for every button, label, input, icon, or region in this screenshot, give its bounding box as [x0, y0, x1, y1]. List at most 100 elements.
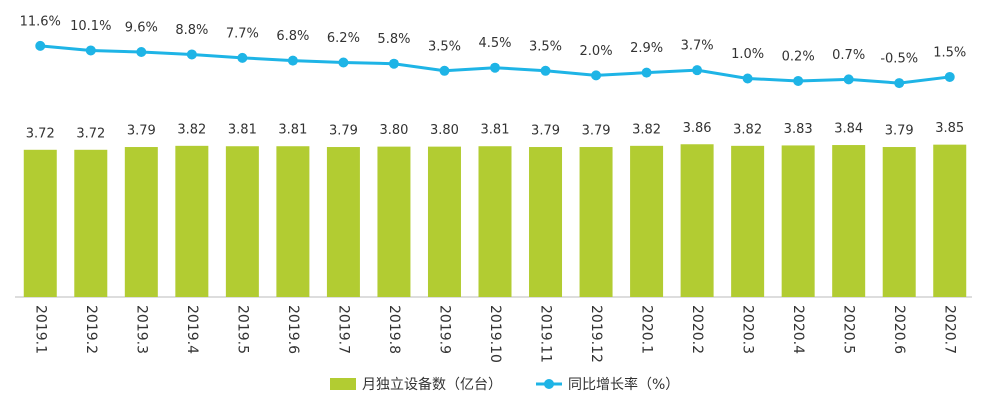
- bar: [23, 149, 57, 297]
- bar: [630, 145, 664, 297]
- x-tick-label: 2019.6: [285, 305, 301, 354]
- x-tick-label: 2019.1: [32, 305, 48, 354]
- line-point: [136, 47, 147, 58]
- line-value-label: 6.2%: [327, 31, 360, 46]
- line-value-label: 0.7%: [832, 48, 865, 63]
- bar: [427, 146, 461, 297]
- bar: [124, 147, 158, 297]
- line-value-label: 3.5%: [428, 39, 461, 54]
- line-point: [894, 78, 905, 89]
- bar: [882, 147, 916, 297]
- x-tick-label: 2020.5: [841, 305, 857, 354]
- x-tick-label: 2019.10: [487, 305, 503, 363]
- bar: [832, 145, 866, 297]
- bar: [579, 147, 613, 297]
- line-point: [388, 58, 399, 69]
- line-point: [439, 65, 450, 76]
- bar-value-label: 3.84: [834, 122, 863, 137]
- bar: [326, 147, 360, 297]
- bar-value-label: 3.86: [683, 121, 712, 136]
- line-point: [237, 52, 248, 63]
- bar-value-label: 3.79: [127, 124, 156, 139]
- line-value-label: -0.5%: [880, 52, 918, 67]
- x-tick-label: 2020.1: [639, 305, 655, 354]
- line-point: [793, 75, 804, 86]
- x-tick-label: 2019.9: [436, 305, 452, 354]
- bar-value-label: 3.81: [278, 123, 307, 138]
- bar: [175, 145, 209, 297]
- line-value-label: 3.5%: [529, 39, 562, 54]
- line-value-label: 0.2%: [782, 49, 815, 64]
- bar: [276, 146, 310, 297]
- x-tick-label: 2019.7: [335, 305, 351, 354]
- bar: [781, 145, 815, 297]
- bar-value-label: 3.81: [228, 123, 257, 138]
- x-tick-label: 2020.4: [790, 305, 806, 354]
- line-point: [490, 62, 500, 73]
- bar: [680, 144, 714, 297]
- x-tick-label: 2019.11: [538, 305, 554, 363]
- bar: [377, 146, 411, 297]
- bar-value-label: 3.83: [784, 122, 813, 137]
- legend-label: 同比增长率（%）: [568, 376, 679, 393]
- line-value-label: 6.8%: [276, 29, 309, 44]
- bar: [731, 145, 765, 297]
- bar-value-label: 3.85: [935, 121, 964, 136]
- line-point: [692, 65, 703, 76]
- line-point: [843, 74, 854, 85]
- line-value-label: 2.9%: [630, 41, 663, 56]
- bar-value-label: 3.80: [379, 123, 408, 138]
- line-point: [338, 57, 349, 68]
- line-value-label: 10.1%: [70, 19, 111, 34]
- x-tick-label: 2020.2: [689, 305, 705, 354]
- bar-value-label: 3.79: [582, 124, 611, 139]
- legend-label: 月独立设备数（亿台）: [362, 376, 502, 393]
- bar: [529, 147, 563, 297]
- legend-swatch: [544, 379, 554, 389]
- line-point: [944, 71, 955, 82]
- line-point: [591, 70, 602, 81]
- bar-value-label: 3.82: [177, 122, 206, 137]
- bar-value-label: 3.72: [76, 126, 105, 141]
- line-point: [35, 40, 46, 51]
- bar-value-label: 3.79: [329, 124, 358, 139]
- line-point: [742, 73, 753, 84]
- x-tick-label: 2019.8: [386, 305, 402, 354]
- line-point: [641, 67, 652, 78]
- line-value-label: 1.5%: [933, 45, 966, 60]
- x-tick-label: 2020.6: [891, 305, 907, 354]
- bar-value-label: 3.82: [632, 122, 661, 137]
- x-tick-label: 2020.3: [740, 305, 756, 354]
- bar-value-label: 3.72: [26, 126, 55, 141]
- bar-value-label: 3.79: [531, 124, 560, 139]
- line-value-label: 4.5%: [478, 36, 511, 51]
- line-value-label: 7.7%: [226, 26, 259, 41]
- line-point: [186, 49, 197, 60]
- line-value-label: 3.7%: [681, 39, 714, 54]
- line-point: [540, 65, 551, 76]
- bar-value-label: 3.80: [430, 123, 459, 138]
- bar: [933, 144, 967, 297]
- bar-value-label: 3.82: [733, 122, 762, 137]
- bar-value-label: 3.79: [885, 124, 914, 139]
- bar: [74, 149, 108, 297]
- line-value-label: 2.0%: [580, 44, 613, 59]
- x-tick-label: 2020.7: [942, 305, 958, 354]
- x-tick-label: 2019.5: [234, 305, 250, 354]
- line-point: [287, 55, 298, 66]
- x-tick-label: 2019.2: [83, 305, 99, 354]
- x-tick-label: 2019.3: [133, 305, 149, 354]
- line-value-label: 1.0%: [731, 47, 764, 62]
- x-tick-label: 2019.4: [184, 305, 200, 354]
- line-point: [85, 45, 96, 56]
- bar: [225, 146, 259, 297]
- line-value-label: 9.6%: [125, 21, 158, 36]
- line-value-label: 8.8%: [175, 23, 208, 38]
- x-tick-label: 2019.12: [588, 305, 604, 363]
- bar-value-label: 3.81: [481, 123, 510, 138]
- legend-swatch: [330, 378, 356, 390]
- bar: [478, 146, 512, 297]
- line-value-label: 5.8%: [377, 32, 410, 47]
- line-value-label: 11.6%: [20, 14, 61, 29]
